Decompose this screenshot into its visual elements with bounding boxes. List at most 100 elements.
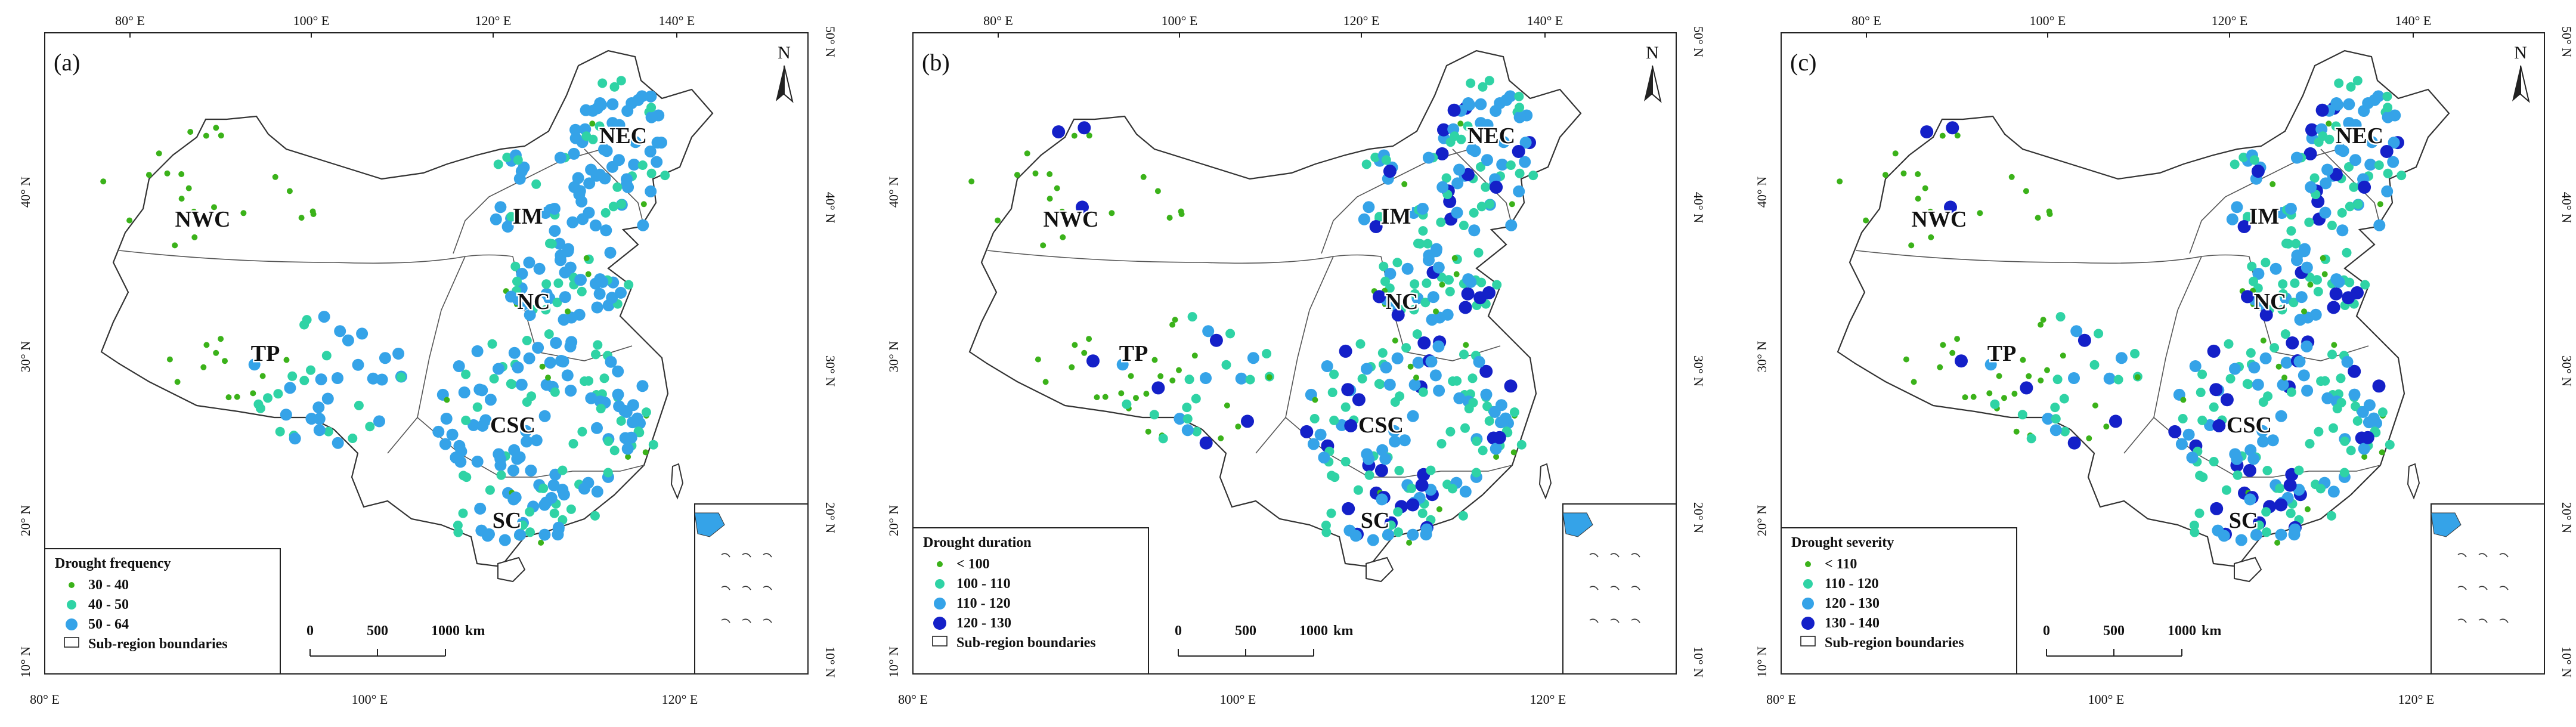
legend-label: 40 - 50	[88, 597, 129, 612]
station-point	[213, 349, 219, 356]
station-point	[2301, 308, 2307, 315]
station-point	[521, 435, 533, 448]
station-point	[1300, 425, 1314, 438]
station-point	[2247, 261, 2257, 271]
region-label-tp: TP	[251, 341, 280, 366]
station-point	[250, 390, 256, 397]
station-point	[591, 422, 603, 434]
station-point	[100, 178, 107, 185]
station-point	[626, 416, 639, 429]
station-point	[2329, 423, 2338, 433]
station-point	[1435, 147, 1449, 160]
station-point	[1420, 523, 1433, 536]
station-point	[1145, 428, 1151, 435]
station-point	[1052, 125, 1066, 139]
legend-label: < 100	[956, 556, 990, 572]
station-point	[1436, 439, 1447, 448]
station-point	[1191, 426, 1202, 437]
station-point	[1374, 212, 1385, 222]
station-point	[164, 170, 171, 177]
station-point	[1361, 363, 1373, 375]
right-latitude-label: 40° N	[1691, 192, 1706, 223]
station-point	[1413, 375, 1419, 381]
station-point	[2189, 520, 2199, 530]
station-point	[2042, 413, 2054, 425]
station-point	[1915, 171, 1921, 177]
station-point	[2278, 279, 2288, 289]
station-point	[178, 171, 185, 177]
right-latitude-label: 50° N	[1691, 26, 1706, 57]
station-point	[1465, 276, 1477, 288]
station-point	[2230, 159, 2240, 169]
station-point	[2013, 428, 2020, 435]
station-point	[1445, 286, 1455, 296]
region-label-im: IM	[2249, 204, 2280, 229]
station-point	[1341, 383, 1355, 397]
station-point	[1496, 159, 1509, 171]
station-point	[554, 151, 566, 164]
station-point	[1176, 367, 1182, 373]
station-point	[1955, 354, 1968, 368]
station-point	[568, 181, 581, 193]
station-point	[2275, 483, 2285, 493]
station-point	[566, 216, 579, 228]
station-point	[2281, 375, 2287, 381]
station-point	[1415, 478, 1429, 492]
station-point	[2358, 105, 2370, 117]
station-point	[660, 171, 670, 181]
station-point	[145, 172, 152, 178]
station-point	[166, 356, 173, 363]
station-point	[2237, 220, 2251, 233]
station-point	[577, 286, 587, 296]
station-point	[172, 242, 178, 249]
station-point	[1417, 336, 1431, 349]
station-point	[1903, 356, 1909, 363]
station-point	[2303, 147, 2317, 160]
station-point	[1157, 373, 1164, 379]
station-point	[1327, 471, 1337, 481]
station-point	[532, 342, 544, 354]
station-point	[1476, 202, 1487, 212]
station-point	[624, 280, 634, 290]
station-point	[1358, 213, 1370, 225]
station-point	[2274, 540, 2281, 546]
station-point	[2345, 202, 2355, 212]
station-point	[218, 336, 224, 342]
station-point	[1515, 168, 1525, 178]
station-point	[1353, 485, 1363, 495]
station-point	[523, 352, 535, 364]
station-point	[263, 393, 273, 403]
station-point	[440, 413, 453, 425]
station-point	[1490, 105, 1502, 117]
station-point	[2190, 527, 2200, 537]
station-point	[2247, 453, 2260, 465]
region-label-nc: NC	[2254, 289, 2287, 314]
station-point	[1169, 378, 1176, 383]
svg-text:km: km	[465, 623, 485, 639]
station-point	[1459, 301, 1472, 314]
station-point	[1447, 103, 1461, 117]
station-point	[595, 121, 605, 131]
station-point	[1437, 123, 1450, 137]
station-point	[1463, 342, 1469, 348]
station-point	[284, 382, 296, 394]
station-point	[1086, 354, 1100, 368]
station-point	[1235, 423, 1241, 430]
station-point	[1505, 219, 1518, 231]
station-point	[2281, 239, 2291, 249]
station-point	[1321, 527, 1332, 537]
station-point	[1463, 121, 1473, 131]
station-point	[506, 212, 516, 222]
station-point	[1509, 407, 1519, 417]
station-point	[648, 440, 658, 450]
station-point	[1420, 298, 1431, 308]
station-point	[474, 502, 487, 515]
station-point	[248, 358, 261, 371]
station-point	[1481, 154, 1493, 166]
station-point	[2377, 407, 2388, 417]
station-point	[392, 348, 405, 360]
station-point	[2374, 160, 2384, 170]
svg-text:0: 0	[2043, 623, 2050, 639]
station-point	[1485, 199, 1495, 209]
station-point	[2360, 280, 2370, 290]
